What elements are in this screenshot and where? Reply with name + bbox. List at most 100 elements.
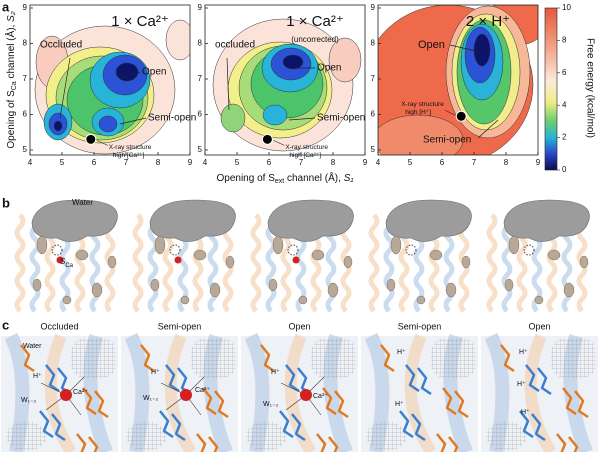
structure-label: H⁺ — [397, 349, 406, 356]
label-arrow — [119, 117, 147, 125]
density-mesh — [6, 421, 46, 451]
state-title: Semi-open — [158, 321, 202, 331]
side-chain — [196, 433, 207, 452]
state-title: Semi-open — [398, 321, 442, 331]
energy-contour — [220, 103, 246, 133]
side-chain — [39, 410, 54, 439]
density-mesh — [311, 338, 356, 378]
xray-label: high [Ca²⁺] — [113, 152, 145, 159]
state-label: Semi-open — [148, 113, 196, 124]
density-mesh — [191, 338, 236, 378]
water-density — [267, 199, 354, 242]
y-tick-label: 8 — [198, 39, 203, 48]
helix — [486, 213, 498, 313]
side-chain — [525, 364, 540, 393]
water-density — [504, 278, 514, 292]
xray-marker — [261, 133, 273, 145]
side-chain — [140, 344, 155, 373]
x-tick-label: 8 — [156, 158, 161, 167]
side-chain — [500, 344, 515, 373]
water-density — [563, 282, 575, 298]
y-tick-label: 9 — [198, 3, 203, 12]
map-frame — [204, 4, 366, 156]
x-tick-label: 8 — [504, 158, 509, 167]
side-chain — [442, 387, 457, 416]
energy-contour — [262, 104, 288, 126]
y-tick-label: 6 — [198, 110, 203, 119]
water-density — [154, 235, 166, 255]
axis-label-part: Opening of S — [216, 173, 275, 184]
y-tick-label: 7 — [371, 74, 376, 83]
y-tick-label: 5 — [198, 145, 203, 154]
energy-contour — [115, 62, 139, 82]
helix — [368, 213, 380, 313]
helix — [132, 213, 144, 313]
water-density — [298, 295, 308, 305]
y-tick-label: 6 — [23, 110, 28, 119]
energy-contour — [378, 114, 464, 155]
side-chain — [380, 344, 395, 373]
calcium-ion — [60, 389, 72, 401]
structure-label: H⁺ — [517, 381, 526, 388]
water-density — [579, 255, 589, 269]
label-arrow — [288, 117, 316, 121]
colorbar-label: Free energy (kcal/mol) — [584, 38, 595, 138]
y-tick-label: 7 — [23, 74, 28, 83]
x-tick-label: 9 — [536, 158, 541, 167]
colorbar-tick-label: 6 — [562, 68, 567, 77]
map-title: 1 × Ca²⁺ — [286, 13, 344, 30]
water-density — [268, 278, 278, 292]
x-tick-label: 4 — [203, 158, 208, 167]
y-tick-label: 7 — [198, 74, 203, 83]
y-tick-label: 6 — [371, 110, 376, 119]
axis-label-part: Opening of S — [6, 90, 17, 149]
binding-site — [169, 244, 181, 256]
side-chain — [45, 364, 60, 393]
side-chain — [405, 364, 420, 393]
side-chain — [562, 387, 577, 416]
side-chain — [202, 387, 217, 416]
side-chain — [436, 433, 447, 452]
energy-contour — [282, 54, 304, 70]
axis-label-part: ext — [275, 178, 284, 185]
site-label-part: S — [60, 257, 66, 266]
helix — [383, 213, 395, 313]
xray-label: X-ray structure — [401, 101, 444, 108]
density-mesh — [486, 421, 526, 451]
y-axis-label: Opening of SCa channel (Å), S₂ — [4, 11, 19, 148]
xray-label: X-ray structure — [285, 144, 328, 151]
x-tick-label: 5 — [60, 158, 65, 167]
density-mesh — [551, 338, 596, 378]
water-density — [311, 249, 325, 261]
axis-label-part: channel (Å), — [4, 22, 17, 81]
structure-label: Water — [23, 343, 42, 350]
colorbar-tick-label: 2 — [562, 133, 567, 142]
water-density — [31, 199, 118, 242]
coordination — [40, 376, 85, 416]
helix — [250, 213, 262, 313]
side-chain — [568, 436, 579, 452]
energy-contour — [165, 19, 190, 61]
x-tick-label: 6 — [440, 158, 445, 167]
state-label: occluded — [215, 40, 255, 51]
x-tick-label: 7 — [472, 158, 477, 167]
xray-arrow — [445, 110, 456, 116]
side-chain — [171, 413, 186, 442]
x-tick-label: 6 — [267, 158, 272, 167]
energy-map — [378, 5, 538, 155]
water-density — [429, 249, 443, 261]
side-chain — [519, 410, 534, 439]
x-tick-label: 7 — [299, 158, 304, 167]
helix — [29, 213, 41, 313]
water-density — [534, 295, 544, 305]
state-label: Open — [142, 67, 166, 78]
side-chain — [454, 390, 469, 419]
structure-label: H⁺ — [395, 401, 404, 408]
xray-label: high [Ca²⁺] — [289, 152, 321, 159]
structure-label: H⁺ — [521, 409, 530, 416]
axis-label-part: S₁ — [344, 173, 354, 184]
x-tick-label: 6 — [92, 158, 97, 167]
side-chain — [279, 410, 294, 439]
